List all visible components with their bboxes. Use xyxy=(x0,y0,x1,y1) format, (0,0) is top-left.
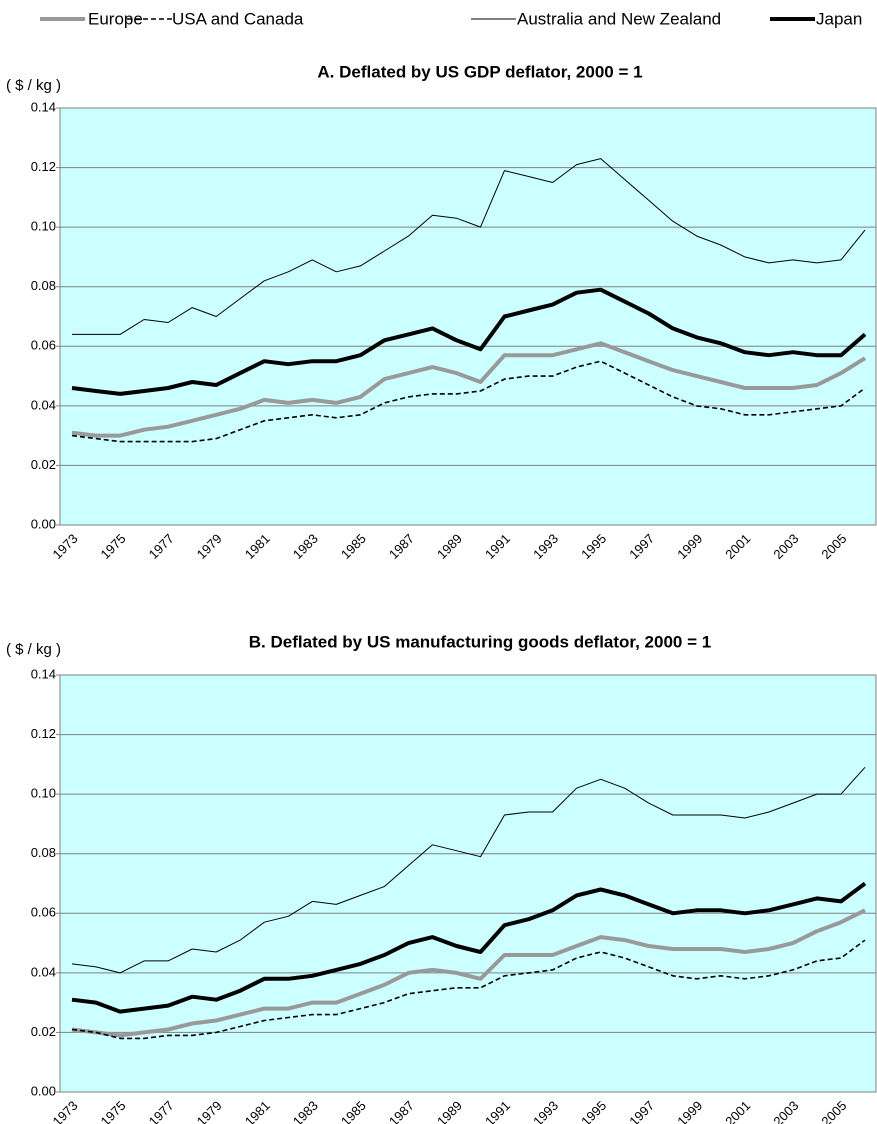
series-line xyxy=(71,287,867,396)
series-line xyxy=(71,908,866,1038)
chart-title: B. Deflated by US manufacturing goods de… xyxy=(249,632,711,651)
plot-area xyxy=(59,107,877,526)
y-tick-label: 0.10 xyxy=(31,219,56,234)
series-line xyxy=(71,766,866,974)
x-tick-label: 1993 xyxy=(530,1098,561,1124)
x-tick-label: 1989 xyxy=(434,531,465,562)
y-tick-label: 0.12 xyxy=(31,726,56,741)
x-tick-label: 1993 xyxy=(530,531,561,562)
x-tick-label: 2003 xyxy=(770,531,801,562)
plot-area xyxy=(59,674,877,1093)
x-tick-label: 1991 xyxy=(482,531,513,562)
x-tick-label: 1989 xyxy=(434,1098,465,1124)
x-tick-label: 1999 xyxy=(674,1098,705,1124)
y-tick-label: 0.10 xyxy=(31,786,56,801)
x-tick-label: 1995 xyxy=(578,531,609,562)
x-tick-label: 2001 xyxy=(722,1098,753,1124)
x-tick-label: 1985 xyxy=(338,531,369,562)
x-tick-label: 1981 xyxy=(242,531,273,562)
series-line xyxy=(72,158,866,335)
y-tick-label: 0.06 xyxy=(31,338,56,353)
chart-title: A. Deflated by US GDP deflator, 2000 = 1 xyxy=(317,62,642,81)
x-tick-label: 1973 xyxy=(50,531,81,562)
series-line xyxy=(71,881,867,1014)
x-tick-label: 1991 xyxy=(482,1098,513,1124)
x-tick-label: 1977 xyxy=(146,531,177,562)
y-tick-label: 0.14 xyxy=(31,666,56,681)
y-tick-label: 0.08 xyxy=(31,278,56,293)
legend-label: Europe xyxy=(88,9,143,28)
y-tick-label: 0.14 xyxy=(31,99,56,114)
x-tick-label: 2003 xyxy=(770,1098,801,1124)
y-tick-label: 0.06 xyxy=(31,905,56,920)
y-tick-label: 0.02 xyxy=(31,457,56,472)
x-tick-label: 1995 xyxy=(578,1098,609,1124)
series-line xyxy=(71,939,866,1040)
x-tick-label: 2005 xyxy=(818,531,849,562)
x-tick-label: 1997 xyxy=(626,1098,657,1124)
x-tick-label: 1981 xyxy=(242,1098,273,1124)
x-tick-label: 1975 xyxy=(98,531,129,562)
x-tick-label: 1987 xyxy=(386,1098,417,1124)
x-tick-label: 1979 xyxy=(194,531,225,562)
x-tick-label: 1983 xyxy=(290,1098,321,1124)
y-tick-label: 0.12 xyxy=(31,159,56,174)
y-tick-label: 0.04 xyxy=(31,964,56,979)
x-tick-label: 1987 xyxy=(386,531,417,562)
y-tick-label: 0.04 xyxy=(31,397,56,412)
x-tick-label: 1983 xyxy=(290,531,321,562)
x-tick-label: 1977 xyxy=(146,1098,177,1124)
legend-label: USA and Canada xyxy=(172,9,304,28)
x-tick-label: 1973 xyxy=(50,1098,81,1124)
x-tick-label: 2005 xyxy=(818,1098,849,1124)
legend-label: Australia and New Zealand xyxy=(517,9,721,28)
y-axis-label: ( $ / kg ) xyxy=(6,641,61,658)
y-axis-label: ( $ / kg ) xyxy=(6,77,61,94)
x-tick-label: 1997 xyxy=(626,531,657,562)
y-tick-label: 0.02 xyxy=(31,1024,56,1039)
legend-label: Japan xyxy=(816,9,862,28)
y-tick-label: 0.00 xyxy=(31,516,56,531)
x-tick-label: 2001 xyxy=(722,531,753,562)
x-tick-label: 1975 xyxy=(98,1098,129,1124)
x-tick-label: 1979 xyxy=(194,1098,225,1124)
y-tick-label: 0.00 xyxy=(31,1083,56,1098)
series-line xyxy=(71,341,867,438)
x-tick-label: 1999 xyxy=(674,531,705,562)
x-tick-label: 1985 xyxy=(338,1098,369,1124)
y-tick-label: 0.08 xyxy=(31,845,56,860)
series-line xyxy=(71,360,866,443)
